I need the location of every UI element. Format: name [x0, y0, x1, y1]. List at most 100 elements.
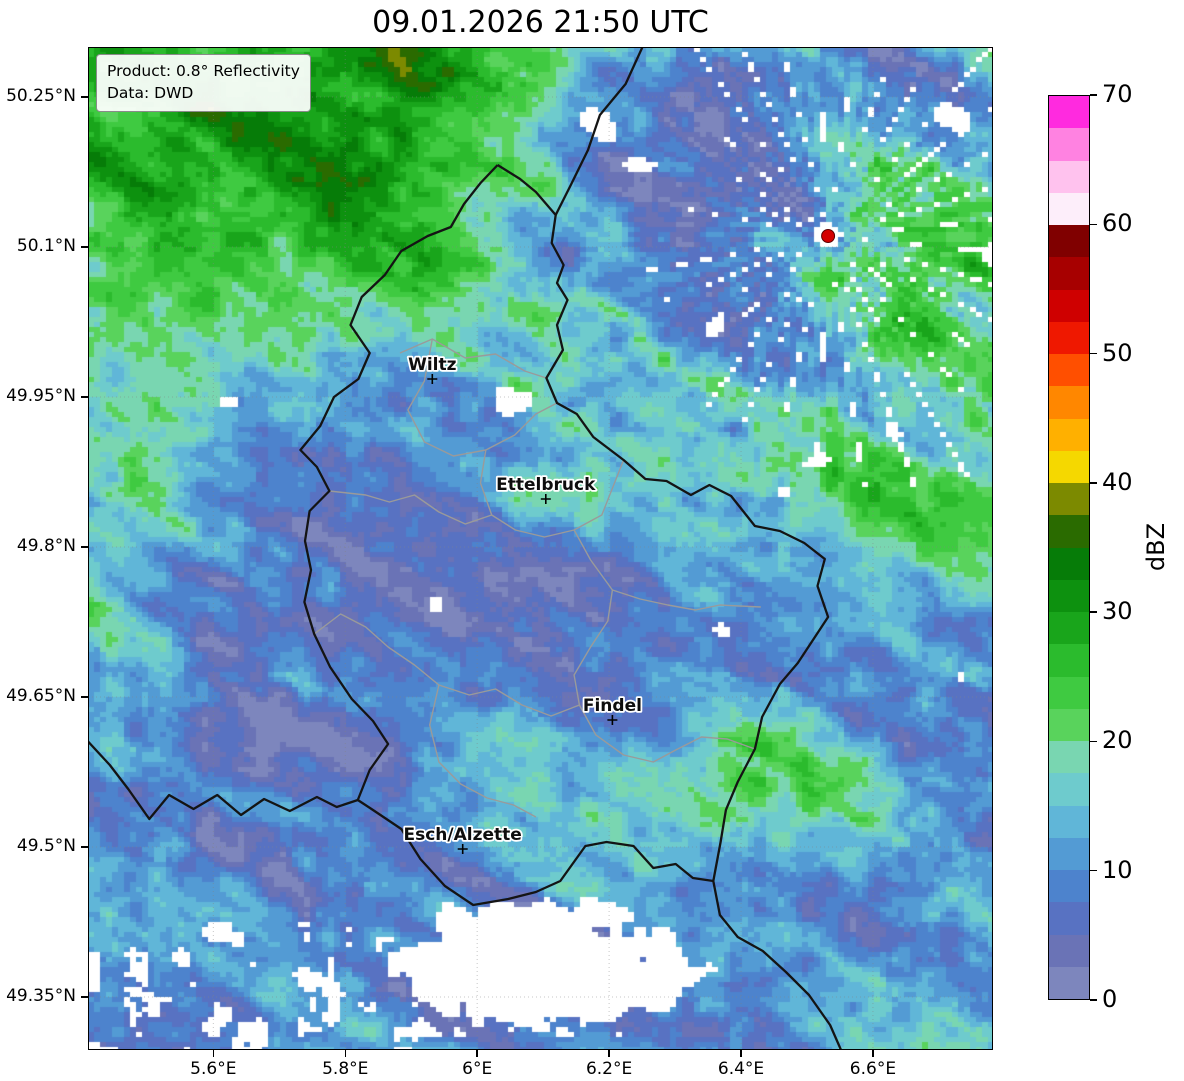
- colorbar-tick: [1090, 869, 1097, 872]
- colorbar-band: [1049, 128, 1089, 161]
- y-tick: [81, 846, 88, 848]
- colorbar-tick-label: 60: [1102, 209, 1133, 238]
- colorbar-band: [1049, 160, 1089, 193]
- colorbar-tick-label: 40: [1102, 467, 1133, 496]
- colorbar-tick: [1090, 611, 1097, 613]
- x-tick-label: 5.6°E: [190, 1059, 237, 1079]
- colorbar-tick: [1090, 999, 1097, 1001]
- country-border: [554, 47, 644, 216]
- colorbar-band: [1049, 96, 1089, 129]
- product-line: Product: 0.8° Reflectivity: [107, 62, 300, 80]
- product-info-box: Product: 0.8° Reflectivity Data: DWD: [96, 54, 311, 112]
- y-tick: [81, 996, 88, 998]
- colorbar-band: [1049, 612, 1089, 645]
- colorbar-band: [1049, 289, 1089, 322]
- data-source-line: Data: DWD: [107, 84, 194, 103]
- x-tick-label: 6°E: [462, 1059, 493, 1079]
- colorbar-tick: [1090, 352, 1097, 355]
- colorbar-tick-label: 20: [1102, 726, 1133, 755]
- y-tick-label: 49.95°N: [6, 386, 76, 406]
- colorbar-band: [1049, 676, 1089, 709]
- colorbar-band: [1049, 547, 1089, 580]
- x-tick-label: 5.8°E: [322, 1059, 369, 1079]
- colorbar-tick-label: 0: [1102, 985, 1118, 1013]
- colorbar-band: [1049, 257, 1089, 290]
- city-marker: [457, 844, 468, 854]
- colorbar-label: dBZ: [1142, 522, 1170, 572]
- colorbar-band: [1049, 450, 1089, 483]
- city-label: Ettelbruck: [496, 475, 596, 495]
- x-tick: [872, 1050, 874, 1057]
- colorbar-band: [1049, 515, 1089, 548]
- district-border: [399, 338, 547, 379]
- map-plot: Wiltz Ettelbruck Findel Esch/Alzette Produc…: [88, 47, 993, 1050]
- city-marker: [540, 494, 551, 504]
- figure-title: 09.01.2026 21:50 UTC: [372, 5, 709, 40]
- colorbar-band: [1049, 934, 1089, 967]
- x-tick-label: 6.4°E: [717, 1059, 765, 1079]
- y-tick-label: 49.35°N: [6, 986, 76, 1006]
- district-border: [573, 529, 756, 763]
- colorbar-tick: [1090, 740, 1097, 743]
- district-border: [612, 589, 761, 611]
- city-marker: [427, 374, 438, 384]
- colorbar-band: [1049, 708, 1089, 741]
- colorbar: [1048, 95, 1090, 1000]
- x-tick: [212, 1050, 215, 1057]
- x-tick-label: 6.2°E: [585, 1059, 633, 1079]
- y-tick: [81, 96, 88, 98]
- map-overlay: Wiltz Ettelbruck Findel Esch/Alzette: [88, 47, 993, 1050]
- colorbar-band: [1049, 386, 1089, 419]
- colorbar-band: [1049, 225, 1089, 258]
- colorbar-tick-label: 30: [1102, 597, 1133, 626]
- colorbar-band: [1049, 354, 1089, 387]
- colorbar-tick: [1090, 223, 1097, 226]
- y-tick: [81, 246, 88, 248]
- colorbar-band: [1049, 773, 1089, 806]
- colorbar-band: [1049, 966, 1089, 999]
- city-label: Findel: [583, 696, 642, 716]
- district-border: [429, 684, 537, 818]
- colorbar-band: [1049, 902, 1089, 935]
- country-border: [712, 880, 843, 1050]
- x-tick: [608, 1050, 610, 1057]
- y-tick-label: 49.65°N: [6, 686, 76, 706]
- colorbar-tick-label: 70: [1102, 80, 1133, 108]
- colorbar-band: [1049, 579, 1089, 612]
- colorbar-band: [1049, 192, 1089, 225]
- y-tick: [81, 546, 88, 548]
- city-label: Wiltz: [408, 355, 457, 375]
- colorbar-tick-label: 50: [1102, 338, 1133, 367]
- colorbar-band: [1049, 837, 1089, 870]
- city-marker: [607, 715, 618, 725]
- colorbar-band: [1049, 321, 1089, 354]
- country-border: [299, 164, 830, 907]
- colorbar-band: [1049, 644, 1089, 677]
- y-tick-label: 50.1°N: [16, 236, 76, 256]
- x-tick: [476, 1050, 478, 1057]
- country-border: [88, 739, 359, 821]
- colorbar-band: [1049, 741, 1089, 774]
- y-tick: [81, 696, 88, 698]
- colorbar-tick: [1090, 482, 1097, 484]
- y-tick-label: 49.5°N: [16, 836, 76, 856]
- district-border: [329, 490, 492, 525]
- colorbar-band: [1049, 483, 1089, 516]
- reflectivity-field: [88, 47, 993, 1050]
- colorbar-band: [1049, 418, 1089, 451]
- city-label: Esch/Alzette: [404, 825, 522, 845]
- radar-site-marker: [821, 229, 836, 243]
- x-tick-label: 6.6°E: [849, 1059, 897, 1079]
- colorbar-tick: [1090, 94, 1097, 96]
- x-tick: [740, 1050, 742, 1057]
- district-border: [407, 338, 558, 457]
- colorbar-band: [1049, 805, 1089, 838]
- district-border: [479, 449, 625, 538]
- y-tick-label: 49.8°N: [16, 536, 76, 556]
- y-tick: [81, 396, 88, 398]
- y-tick-label: 50.25°N: [6, 86, 76, 106]
- colorbar-band: [1049, 870, 1089, 903]
- x-tick: [344, 1050, 346, 1057]
- colorbar-tick-label: 10: [1102, 855, 1133, 884]
